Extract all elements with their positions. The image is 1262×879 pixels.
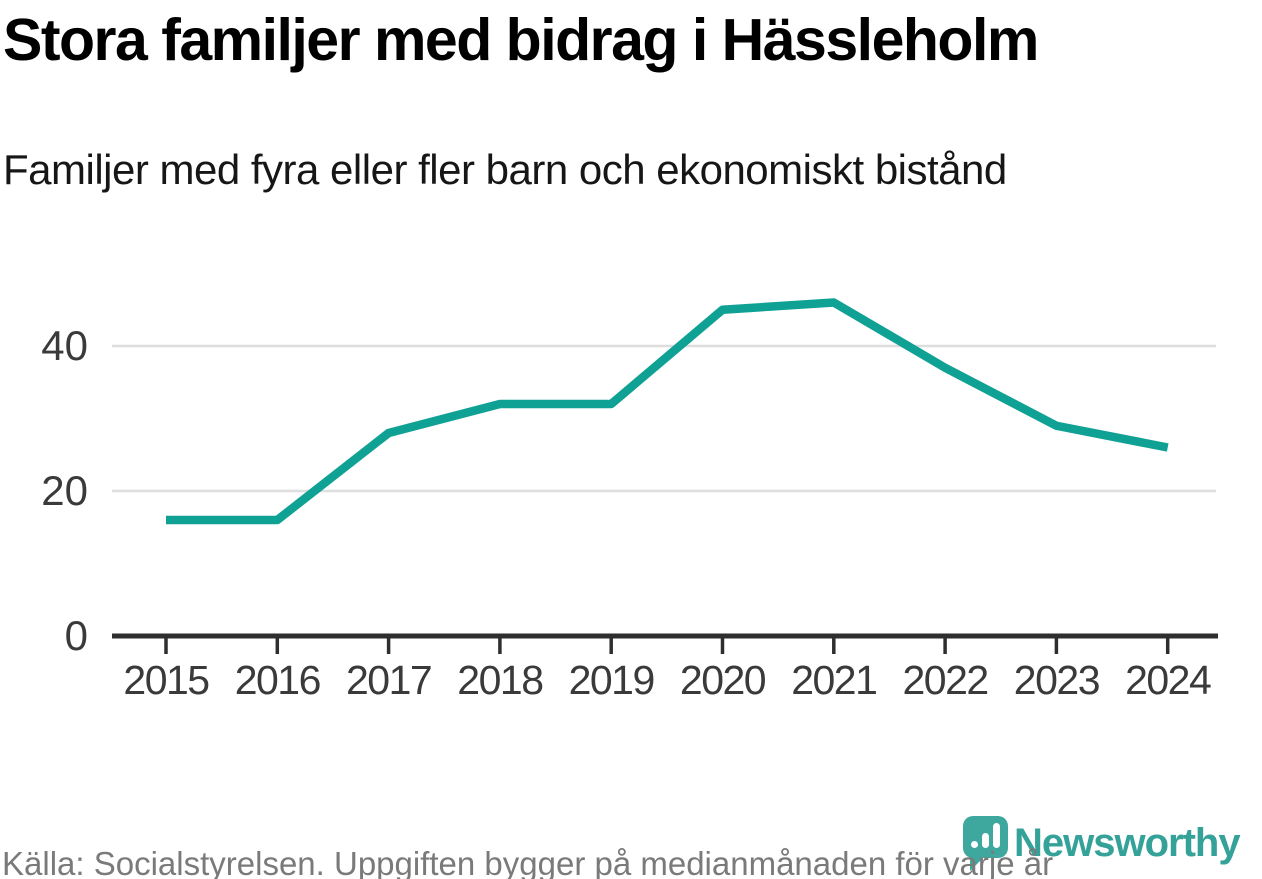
data-line xyxy=(166,298,1169,525)
newsworthy-logo: Newsworthy xyxy=(963,816,1262,876)
line-chart: 0 20 40 2015 2016 2017 2018 2019 2020 2021 2022 202… xyxy=(41,298,1218,703)
x-tick-label: 2024 xyxy=(1125,657,1211,703)
x-tick-label: 2022 xyxy=(902,657,987,703)
newsworthy-pin-icon xyxy=(963,816,1008,858)
x-tick-label: 2020 xyxy=(680,657,766,703)
newsworthy-wordmark: Newsworthy xyxy=(1014,821,1241,865)
chart-title: Stora familjer med bidrag i Hässleholm xyxy=(3,7,1039,73)
x-tick-label: 2019 xyxy=(569,657,654,703)
y-tick-label: 20 xyxy=(41,467,88,514)
x-tick-label: 2021 xyxy=(791,657,876,703)
pin-bar-mid xyxy=(982,833,989,848)
source-note: Källa: Socialstyrelsen. Uppgiften bygger… xyxy=(2,845,1054,879)
y-tick-label: 40 xyxy=(41,322,88,369)
x-tick-label: 2015 xyxy=(123,657,209,703)
chart-subtitle: Familjer med fyra eller fler barn och ek… xyxy=(3,146,1007,193)
x-tick-label: 2023 xyxy=(1014,657,1099,703)
x-tick-label: 2017 xyxy=(346,657,431,703)
y-tick-label: 0 xyxy=(65,612,88,659)
x-tick-label: 2016 xyxy=(235,657,320,703)
pin-bar-dot xyxy=(971,841,978,848)
pin-bar-tall xyxy=(993,823,1000,848)
newsworthy-pin-tail xyxy=(970,856,985,871)
x-tick-label: 2018 xyxy=(457,657,543,703)
